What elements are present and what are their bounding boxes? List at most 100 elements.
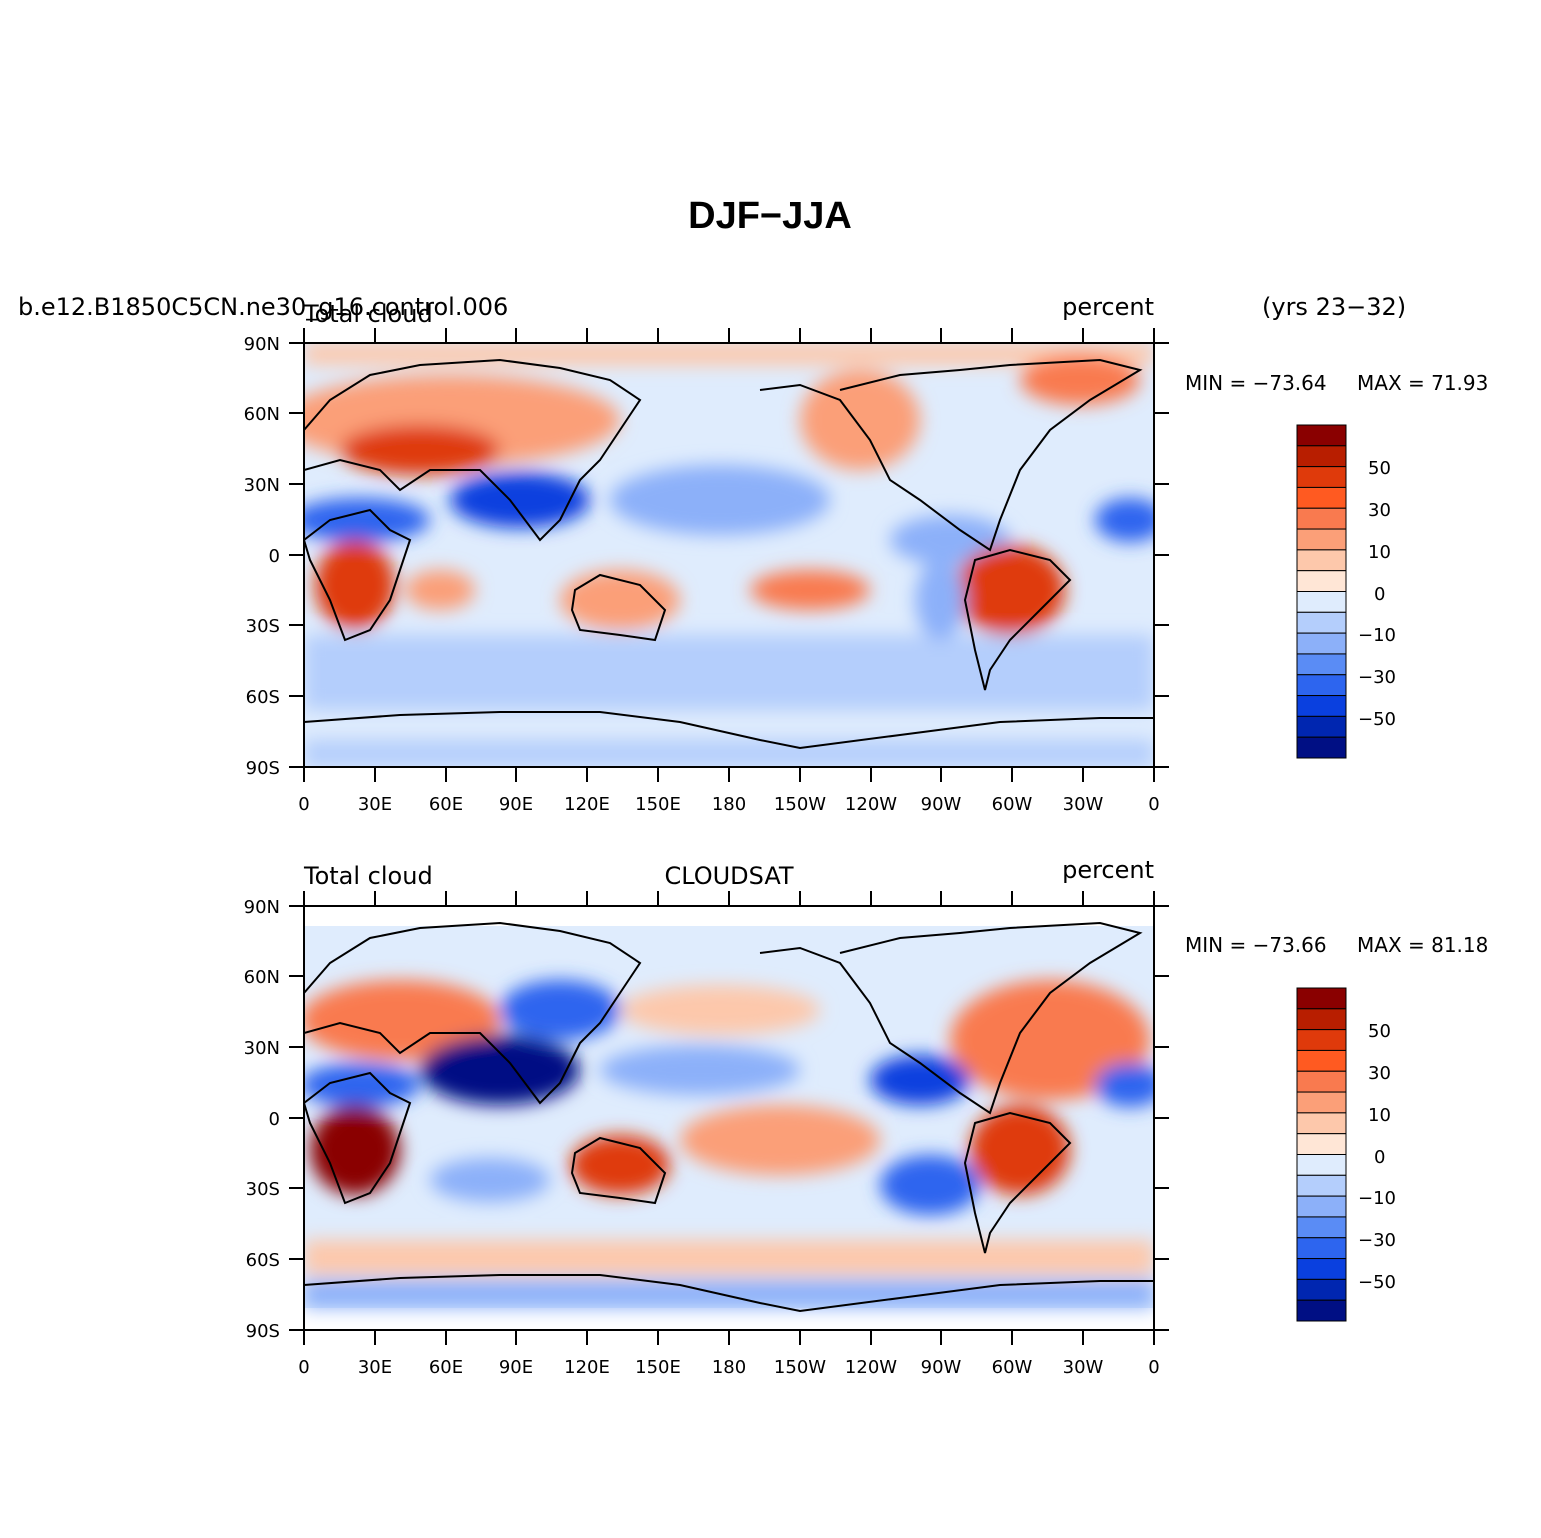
lat-tick: 60N: [244, 404, 280, 425]
lat-tick: 30N: [244, 475, 280, 496]
lon-tick: 60E: [429, 794, 463, 815]
colorbar-tick: 0: [1374, 584, 1385, 605]
colorbar-swatch: [1296, 1112, 1347, 1135]
panel-obs-min: MIN = −73.66: [1185, 933, 1327, 957]
panel-obs-center-label: CLOUDSAT: [664, 862, 793, 890]
lon-tick: 30W: [1063, 794, 1104, 815]
panel-obs-lat-axis: [289, 905, 1169, 1331]
colorbar-swatch: [1296, 445, 1347, 468]
colorbar-swatch: [1296, 674, 1347, 697]
colorbar-swatch: [1296, 1049, 1347, 1072]
lat-tick: 90N: [244, 334, 280, 355]
lon-tick: 150E: [635, 794, 681, 815]
panel-model-lat-axis: [289, 342, 1169, 768]
lon-tick: 30E: [358, 1357, 392, 1378]
panel-model-max: MAX = 71.93: [1357, 371, 1488, 395]
colorbar-swatch: [1296, 1195, 1347, 1218]
colorbar-tick: 10: [1368, 542, 1391, 563]
lon-tick: 90E: [499, 1357, 533, 1378]
figure-title: DJF−JJA: [688, 195, 852, 237]
colorbar-swatch: [1296, 695, 1347, 717]
lon-tick: 0: [1148, 1357, 1159, 1378]
lat-tick: 30N: [244, 1038, 280, 1059]
colorbar-swatch: [1296, 1091, 1347, 1114]
lon-tick: 120E: [564, 794, 610, 815]
lon-tick: 120W: [845, 1357, 897, 1378]
panel-obs-max: MAX = 81.18: [1357, 933, 1488, 957]
colorbar-tick: −10: [1358, 1188, 1396, 1209]
lon-tick: 120E: [564, 1357, 610, 1378]
colorbar-tick: 0: [1374, 1147, 1385, 1168]
lon-tick: 60W: [992, 794, 1033, 815]
lon-tick: 60E: [429, 1357, 463, 1378]
panel-obs-colorbar-labels: 50 30 10 0 −10 −30 −50: [1358, 1021, 1396, 1293]
panel-obs-lon-axis: [303, 891, 1155, 1345]
panel-model-colorbar: [1296, 424, 1347, 759]
colorbar-tick: 50: [1368, 458, 1391, 479]
panel-model-left-label: Total cloud: [303, 300, 433, 328]
colorbar-swatch: [1296, 424, 1347, 447]
lon-tick: 0: [298, 794, 309, 815]
lon-tick: 60W: [992, 1357, 1033, 1378]
colorbar-swatch: [1296, 570, 1347, 593]
lat-tick: 0: [269, 1109, 280, 1130]
colorbar-tick: 30: [1368, 500, 1391, 521]
colorbar-tick: 50: [1368, 1021, 1391, 1042]
lon-tick: 90W: [921, 794, 962, 815]
colorbar-swatch: [1296, 1258, 1347, 1280]
colorbar-swatch: [1296, 1237, 1347, 1260]
lon-tick: 0: [1148, 794, 1159, 815]
colorbar-swatch: [1296, 591, 1347, 613]
colorbar-swatch: [1296, 1029, 1347, 1051]
colorbar-swatch: [1296, 507, 1347, 530]
lon-tick: 180: [712, 794, 746, 815]
lat-tick: 30S: [246, 1179, 280, 1200]
colorbar-tick: 10: [1368, 1105, 1391, 1126]
panel-model: Total cloud percent: [244, 293, 1489, 815]
lon-tick: 90W: [921, 1357, 962, 1378]
case-name: b.e12.B1850C5CN.ne30_g16.control.006: [18, 293, 508, 321]
colorbar-tick: 30: [1368, 1063, 1391, 1084]
panel-model-lon-axis: [303, 328, 1155, 782]
colorbar-swatch: [1296, 653, 1347, 676]
colorbar-swatch: [1296, 1133, 1347, 1155]
colorbar-swatch: [1296, 486, 1347, 509]
lon-tick: 150W: [774, 794, 826, 815]
lon-tick: 30E: [358, 794, 392, 815]
lon-tick: 180: [712, 1357, 746, 1378]
colorbar-swatch: [1296, 528, 1347, 551]
colorbar-swatch: [1296, 466, 1347, 488]
colorbar-swatch: [1296, 715, 1347, 738]
colorbar-swatch: [1296, 1299, 1347, 1322]
lon-tick: 150E: [635, 1357, 681, 1378]
lat-tick: 60S: [246, 1250, 280, 1271]
colorbar-swatch: [1296, 1174, 1347, 1197]
years-label: (yrs 23−32): [1262, 293, 1406, 321]
colorbar-swatch: [1296, 1070, 1347, 1093]
panel-obs: Total cloud CLOUDSAT percent: [244, 856, 1489, 1378]
lon-tick: 150W: [774, 1357, 826, 1378]
colorbar-swatch: [1296, 632, 1347, 655]
panel-obs-colorbar: [1296, 987, 1347, 1322]
lat-tick: 0: [269, 546, 280, 567]
colorbar-tick: −50: [1358, 1272, 1396, 1293]
lon-tick: 90E: [499, 794, 533, 815]
lon-tick: 30W: [1063, 1357, 1104, 1378]
colorbar-tick: −10: [1358, 625, 1396, 646]
lon-tick: 120W: [845, 794, 897, 815]
panel-obs-field: [304, 906, 1154, 1330]
panel-model-field: [304, 343, 1154, 767]
colorbar-swatch: [1296, 1154, 1347, 1176]
colorbar-swatch: [1296, 611, 1347, 634]
lat-tick: 30S: [246, 616, 280, 637]
colorbar-swatch: [1296, 549, 1347, 572]
colorbar-tick: −50: [1358, 709, 1396, 730]
colorbar-swatch: [1296, 736, 1347, 759]
panel-model-colorbar-labels: 50 30 10 0 −10 −30 −50: [1358, 458, 1396, 730]
lon-tick: 0: [298, 1357, 309, 1378]
lat-tick: 60N: [244, 967, 280, 988]
panel-model-right-label: percent: [1062, 293, 1154, 321]
colorbar-swatch: [1296, 987, 1347, 1010]
colorbar-swatch: [1296, 1278, 1347, 1301]
